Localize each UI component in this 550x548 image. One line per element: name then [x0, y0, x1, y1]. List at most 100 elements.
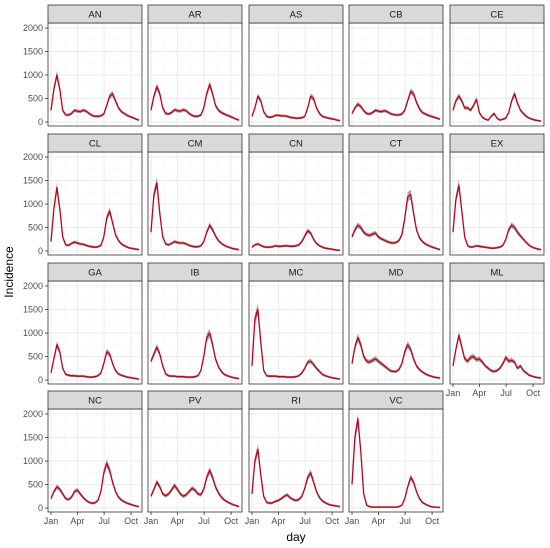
facet-panel: CN [248, 133, 344, 256]
strip-label: CL [89, 139, 101, 150]
y-tick-label: 0 [38, 503, 43, 513]
strip-label: NC [88, 396, 102, 407]
strip-label: GA [88, 268, 102, 279]
facet-panel: MC [248, 262, 344, 385]
y-tick-label: 1000 [23, 456, 43, 466]
facet-panel: VC Jan Apr Jul Oct [345, 390, 444, 526]
series-line [452, 334, 542, 379]
strip-label: CB [389, 10, 402, 21]
series-line [150, 83, 240, 121]
y-tick-label: 1500 [23, 176, 43, 186]
strip-label: VC [389, 396, 402, 407]
x-tick-label: Oct [124, 516, 139, 526]
strip-label: CT [390, 139, 403, 150]
x-tick-label: Oct [526, 388, 541, 398]
strip-label: EX [491, 139, 504, 150]
y-tick-label: 1000 [23, 199, 43, 209]
y-tick-label: 500 [28, 94, 43, 104]
facet-panel: AR [147, 4, 243, 127]
series-line [150, 182, 240, 251]
x-tick-label: Apr [271, 516, 285, 526]
strip-label: RI [291, 396, 301, 407]
y-tick-label: 1500 [23, 305, 43, 315]
x-tick-label: Apr [371, 516, 385, 526]
strip-label: CN [289, 139, 303, 150]
facet-panel: ML Jan Apr Jul Oct [446, 262, 545, 398]
facet-panel: AS [248, 4, 344, 127]
x-tick-label: Jul [500, 388, 512, 398]
series-line [351, 418, 441, 509]
x-tick-label: Jan [446, 388, 461, 398]
facet-panel: RI Jan Apr Jul Oct [245, 390, 344, 526]
series-line [251, 230, 341, 251]
strip-label: IB [191, 268, 200, 279]
strip-label: CM [188, 139, 203, 150]
y-tick-label: 500 [28, 223, 43, 233]
x-tick-label: Oct [425, 516, 440, 526]
y-tick-label: 1500 [23, 47, 43, 57]
strip-background [147, 262, 243, 282]
series-line [251, 448, 341, 508]
series-line [50, 186, 140, 251]
x-tick-label: Oct [224, 516, 239, 526]
facet-panel: CT [348, 133, 444, 256]
x-tick-label: Jan [44, 516, 59, 526]
y-tick-label: 2000 [23, 281, 43, 291]
facet-panel: IB [147, 262, 243, 385]
strip-background [47, 133, 143, 153]
strip-background [449, 262, 545, 282]
x-tick-label: Jan [345, 516, 360, 526]
facet-panel: GA 0 500 1000 1500 2000 [23, 262, 143, 385]
y-tick-label: 0 [38, 246, 43, 256]
strip-label: AR [188, 10, 201, 21]
series-line [50, 462, 140, 508]
x-tick-label: Oct [325, 516, 340, 526]
facet-panel: CE [449, 4, 545, 127]
strip-background [47, 262, 143, 282]
strip-background [348, 262, 444, 282]
x-tick-label: Apr [70, 516, 84, 526]
facet-panel: AN 0 500 1000 1500 2000 [23, 4, 143, 127]
x-tick-label: Jul [299, 516, 311, 526]
y-axis-title: Incidence [2, 246, 16, 298]
series-line [351, 337, 441, 379]
facet-panel: PV Jan Apr Jul Oct [144, 390, 243, 526]
series-line [351, 90, 441, 120]
y-tick-label: 1500 [23, 433, 43, 443]
series-line [251, 95, 341, 122]
y-tick-label: 1000 [23, 70, 43, 80]
strip-background [147, 390, 243, 410]
strip-background [248, 4, 344, 24]
x-tick-label: Jul [98, 516, 110, 526]
facet-panel: EX [449, 133, 545, 256]
x-tick-label: Apr [472, 388, 486, 398]
strip-background [248, 133, 344, 153]
series-line [50, 74, 140, 121]
strip-label: MD [389, 268, 404, 279]
x-tick-label: Jul [198, 516, 210, 526]
strip-label: ML [490, 268, 503, 279]
facet-panels: AN 0 500 1000 1500 2000 AR AS CB CE CL 0 500 1000 1500… [23, 4, 545, 526]
strip-background [348, 4, 444, 24]
strip-background [449, 133, 545, 153]
strip-label: PV [189, 396, 202, 407]
strip-background [248, 262, 344, 282]
y-tick-label: 500 [28, 352, 43, 362]
facet-panel: CM [147, 133, 243, 256]
y-tick-label: 2000 [23, 23, 43, 33]
strip-background [147, 133, 243, 153]
strip-background [348, 390, 444, 410]
x-tick-label: Apr [170, 516, 184, 526]
y-tick-label: 500 [28, 480, 43, 490]
uncertainty-ribbon [453, 179, 541, 251]
facet-panel: CL 0 500 1000 1500 2000 [23, 133, 143, 256]
strip-background [348, 133, 444, 153]
x-tick-label: Jan [144, 516, 159, 526]
y-tick-label: 0 [38, 117, 43, 127]
series-line [452, 93, 542, 122]
x-tick-label: Jul [399, 516, 411, 526]
series-line [452, 184, 542, 251]
strip-background [248, 390, 344, 410]
strip-background [449, 4, 545, 24]
